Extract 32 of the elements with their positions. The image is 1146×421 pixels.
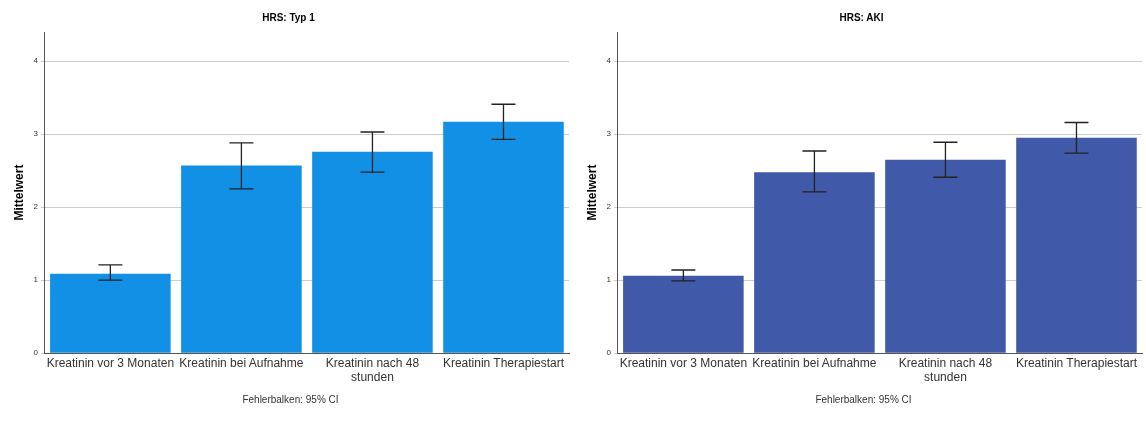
y-tick-label: 1 [33, 275, 39, 285]
x-tick-label: Kreatinin bei Aufnahme [752, 355, 877, 370]
x-tick-label: Kreatinin Therapiestart [442, 355, 565, 370]
y-tick-label: 0 [606, 348, 612, 358]
x-tick-label: Kreatinin vor 3 Monaten [46, 355, 175, 370]
text: Fehlerbalken: 95% CI [814, 394, 913, 405]
bar [754, 172, 875, 353]
bar [623, 275, 744, 353]
x-tick-label: Kreatinin vor 3 Monaten [619, 355, 748, 370]
x-tick-label: Kreatinin bei Aufnahme [179, 355, 304, 370]
y-tick-label: 3 [606, 129, 612, 139]
bar [1016, 137, 1137, 353]
y-tick-label: 2 [33, 202, 39, 212]
y-axis-title: Mittelwert [584, 164, 599, 221]
bar [312, 151, 433, 353]
x-tick-label: Kreatinin nach 48 stunden [325, 355, 420, 385]
chart-title: HRS: AKI [839, 11, 884, 23]
bar [885, 159, 1006, 353]
text: Fehlerbalken: 95% CI [241, 394, 340, 405]
y-tick-label: 4 [33, 56, 39, 66]
y-axis-title: Mittelwert [11, 164, 26, 221]
bar [443, 121, 564, 353]
bar [181, 165, 302, 353]
y-tick-label: 3 [33, 129, 39, 139]
chart-title: HRS: Typ 1 [262, 11, 316, 23]
x-tick-label: Kreatinin Therapiestart [1015, 355, 1138, 370]
y-tick-label: 0 [33, 348, 39, 358]
y-tick-label: 2 [606, 202, 612, 212]
bar [50, 273, 171, 353]
y-tick-label: 1 [606, 275, 612, 285]
y-tick-label: 4 [606, 56, 612, 66]
x-tick-label: Kreatinin nach 48 stunden [898, 355, 993, 385]
